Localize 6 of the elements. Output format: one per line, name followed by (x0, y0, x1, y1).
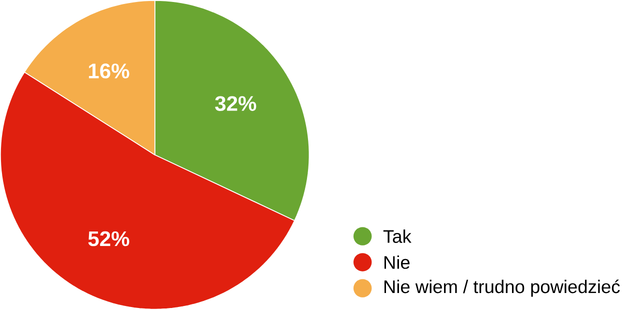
data-label: 32% (215, 96, 256, 112)
data-label: 16% (88, 64, 130, 79)
legend-label: Nie (384, 256, 410, 270)
legend-label: Tak (383, 230, 412, 244)
legend-label: Nie wiem / trudno powiedzieć (384, 280, 620, 297)
data-label: 52% (88, 231, 130, 246)
